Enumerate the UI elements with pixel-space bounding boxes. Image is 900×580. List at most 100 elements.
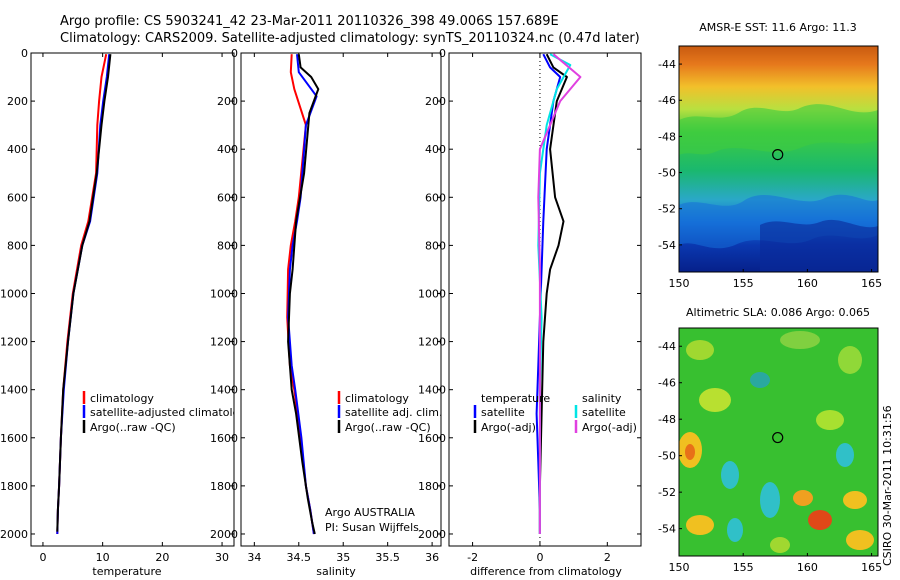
y-tick-label: 1200: [418, 336, 446, 349]
y-tick-label: 0: [231, 47, 238, 60]
y-tick-label: -48: [658, 130, 676, 143]
pi-note: PI: Susan Wijffels: [325, 521, 419, 534]
legend-label-argo: Argo(..raw -QC): [90, 421, 176, 434]
y-tick-label: 1000: [418, 287, 446, 300]
y-tick-label: 1200: [0, 336, 28, 349]
sla-blob: [699, 388, 731, 412]
y-tick-label: -54: [658, 239, 676, 252]
y-tick-label: -48: [658, 413, 676, 426]
x-tick-label: 2: [604, 551, 611, 564]
legend-label-sal-argo: Argo(-adj): [582, 421, 637, 434]
y-tick-label: 2000: [0, 528, 28, 541]
legend-label-satellite: satellite-adjusted climatology: [90, 406, 253, 419]
x-tick-label: 0: [39, 551, 46, 564]
y-tick-label: 200: [7, 95, 28, 108]
y-tick-label: 600: [425, 191, 446, 204]
y-tick-label: 1800: [0, 480, 28, 493]
x-tick-label: 36: [425, 551, 439, 564]
sla-blob: [808, 510, 832, 530]
sla-blob: [843, 491, 867, 509]
x-tick-label: 34: [247, 551, 261, 564]
y-tick-label: 1600: [210, 432, 238, 445]
y-tick-label: -54: [658, 523, 676, 536]
figure-title-line1: Argo profile: CS 5903241_42 23-Mar-2011 …: [60, 14, 559, 29]
x-tick-label: 34.5: [287, 551, 312, 564]
legend-label-sal-satellite: satellite: [582, 406, 626, 419]
sst-deep-blue: [760, 220, 878, 272]
y-tick-label: 400: [217, 143, 238, 156]
x-tick-label: 155: [733, 561, 754, 574]
sla-blob: [760, 482, 780, 518]
figure-title-line2: Climatology: CARS2009. Satellite-adjuste…: [60, 31, 640, 46]
x-tick-label: 35: [336, 551, 350, 564]
y-tick-label: 1000: [210, 287, 238, 300]
sst-map-title: AMSR-E SST: 11.6 Argo: 11.3: [699, 21, 857, 34]
y-tick-label: -50: [658, 450, 676, 463]
sst-map-panel: AMSR-E SST: 11.6 Argo: 11.3 150 155 160 165…: [658, 21, 882, 290]
difference-axes-frame: [449, 53, 641, 546]
sla-blob: [770, 537, 790, 553]
y-tick-label: 400: [7, 143, 28, 156]
y-tick-label: 1800: [418, 480, 446, 493]
sla-blob: [780, 331, 820, 349]
sla-blob: [686, 515, 714, 535]
sla-blob: [727, 518, 743, 542]
y-tick-label: 800: [425, 239, 446, 252]
legend-label-climatology: climatology: [90, 392, 154, 405]
legend-label-climatology: climatology: [345, 392, 409, 405]
salinity-axes-frame: [241, 53, 441, 546]
legend-title-salinity: salinity: [582, 392, 622, 405]
x-tick-label: -2: [467, 551, 478, 564]
y-tick-label: 600: [217, 191, 238, 204]
salinity-panel: 0 200 400 600 800 1000 1200 1400 1600 1800 2000 34…: [210, 47, 442, 578]
figure: Argo profile: CS 5903241_42 23-Mar-2011 …: [0, 0, 900, 580]
y-tick-label: -50: [658, 167, 676, 180]
difference-xlabel: difference from climatology: [470, 565, 622, 578]
sla-map-title: Altimetric SLA: 0.086 Argo: 0.065: [686, 306, 870, 319]
y-tick-label: 2000: [418, 528, 446, 541]
y-tick-label: 1600: [0, 432, 28, 445]
x-tick-label: 165: [861, 561, 882, 574]
sla-map-panel: Altimetric SLA: 0.086 Argo: 0.065 150 155…: [658, 306, 882, 574]
y-tick-label: -44: [658, 58, 676, 71]
x-tick-label: 165: [861, 277, 882, 290]
x-tick-label: 160: [797, 277, 818, 290]
legend-label-temp-argo: Argo(-adj): [481, 421, 536, 434]
y-tick-label: 200: [217, 95, 238, 108]
argo-country-note: Argo AUSTRALIA: [325, 506, 415, 519]
y-tick-label: 1600: [418, 432, 446, 445]
x-tick-label: 20: [155, 551, 169, 564]
y-tick-label: 1400: [210, 384, 238, 397]
sla-blob: [685, 444, 695, 460]
sla-blob: [836, 443, 854, 467]
y-tick-label: -46: [658, 377, 676, 390]
y-tick-label: 400: [425, 143, 446, 156]
y-tick-label: 1000: [0, 287, 28, 300]
x-tick-label: 30: [215, 551, 229, 564]
y-tick-label: 800: [217, 239, 238, 252]
y-tick-label: 2000: [210, 528, 238, 541]
x-tick-label: 150: [669, 277, 690, 290]
y-tick-label: 1800: [210, 480, 238, 493]
y-tick-label: -46: [658, 94, 676, 107]
sla-blob: [686, 340, 714, 360]
x-tick-label: 0: [536, 551, 543, 564]
y-tick-label: 1400: [0, 384, 28, 397]
temperature-panel: 0 200 400 600 800 1000 1200 1400 1600 1800 2000 0 1…: [0, 47, 253, 578]
y-tick-label: 0: [439, 47, 446, 60]
y-tick-label: 600: [7, 191, 28, 204]
sla-blob: [793, 490, 813, 506]
sla-blob: [838, 346, 862, 374]
y-tick-label: -52: [658, 203, 676, 216]
y-tick-label: 1200: [210, 336, 238, 349]
y-tick-label: -44: [658, 340, 676, 353]
y-tick-label: 200: [425, 95, 446, 108]
temperature-xlabel: temperature: [92, 565, 161, 578]
y-tick-label: 1400: [418, 384, 446, 397]
temperature-axes-frame: [31, 53, 234, 546]
legend-title-temperature: temperature: [481, 392, 550, 405]
y-tick-label: 800: [7, 239, 28, 252]
legend-label-satellite: satellite adj. clim.: [345, 406, 442, 419]
x-tick-label: 10: [96, 551, 110, 564]
x-tick-label: 160: [797, 561, 818, 574]
